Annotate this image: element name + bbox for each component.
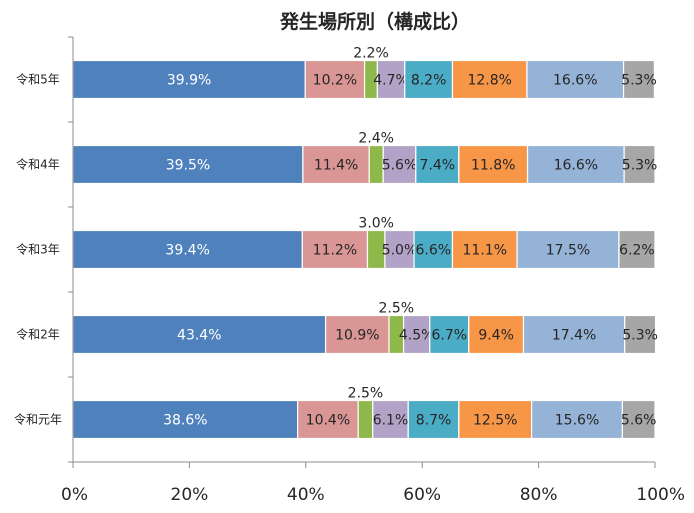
bar-segment: [372, 399, 409, 440]
data-label: 39.4%: [165, 243, 209, 259]
data-label: 8.7%: [416, 413, 452, 429]
bar-segment: [451, 229, 518, 270]
data-label: 12.8%: [467, 73, 511, 89]
bar-segment: [624, 314, 657, 355]
data-label: 4.7%: [373, 73, 409, 89]
data-label: 39.9%: [167, 73, 211, 89]
bar-segment: [304, 59, 366, 100]
bar-segment: [526, 59, 625, 100]
data-label: 5.3%: [621, 73, 657, 89]
data-label: 10.9%: [335, 328, 379, 344]
x-tick-label: 40%: [287, 485, 325, 505]
data-label: 39.5%: [166, 158, 210, 174]
data-label: 43.4%: [177, 328, 221, 344]
bar-segment: [382, 144, 417, 185]
bar-segment: [451, 59, 528, 100]
bar-segment: [621, 399, 656, 440]
bar-segment: [297, 399, 359, 440]
data-label: 10.4%: [306, 413, 350, 429]
bar-segment: [622, 59, 656, 100]
bars: 39.9% 10.2% 2.2% 4.7% 8.2% 12.8% 16.6% 5.3% 39.5…: [72, 46, 658, 440]
data-label: 16.6%: [553, 73, 597, 89]
data-label: 6.2%: [619, 243, 655, 259]
bar-segment: [522, 314, 626, 355]
data-label: 6.1%: [373, 413, 409, 429]
data-label: 6.7%: [431, 328, 467, 344]
chart-title: 発生場所別（構成比）: [279, 10, 470, 33]
bar-segment: [618, 229, 656, 270]
data-label: 5.0%: [382, 243, 418, 259]
data-label: 5.6%: [382, 158, 418, 174]
data-label: 11.8%: [471, 158, 515, 174]
category-label: 令和2年: [16, 327, 60, 342]
data-label: 38.6%: [163, 413, 207, 429]
data-label: 5.3%: [622, 158, 658, 174]
bar-segment: [72, 59, 306, 100]
x-axis-ticks: 0% 20% 40% 60% 80% 100%: [61, 462, 685, 505]
x-tick-label: 80%: [520, 485, 558, 505]
data-label: 3.0%: [358, 216, 394, 232]
x-tick-label: 0%: [61, 485, 88, 505]
x-tick-label: 60%: [403, 485, 441, 505]
data-label: 8.2%: [411, 73, 447, 89]
x-tick-label: 100%: [636, 485, 685, 505]
bar-segment: [384, 229, 415, 270]
data-label: 10.2%: [313, 73, 357, 89]
data-label: 7.4%: [420, 158, 456, 174]
data-label: 5.6%: [621, 413, 657, 429]
data-label: 5.3%: [622, 328, 658, 344]
bar-segment: [413, 229, 454, 270]
bar-segment: [458, 399, 533, 440]
bar-segment: [623, 144, 656, 185]
x-tick-label: 20%: [171, 485, 209, 505]
category-label: 令和元年: [14, 412, 62, 427]
data-label: 12.5%: [473, 413, 517, 429]
bar-segment: [72, 399, 299, 440]
bar-segment: [376, 59, 406, 100]
data-label: 15.6%: [555, 413, 599, 429]
data-label: 2.2%: [353, 46, 389, 62]
data-label: 6.6%: [415, 243, 451, 259]
category-label: 令和5年: [16, 72, 60, 87]
bar-segment: [357, 399, 374, 440]
data-label: 2.5%: [348, 386, 384, 402]
axes: [68, 36, 655, 463]
data-label: 4.5%: [399, 328, 435, 344]
data-label: 9.4%: [478, 328, 514, 344]
data-label: 2.4%: [358, 131, 394, 147]
bar-segment: [458, 144, 529, 185]
data-label: 16.6%: [554, 158, 598, 174]
bar-segment: [526, 144, 625, 185]
bar-segment: [402, 314, 431, 355]
category-label: 令和4年: [16, 157, 60, 172]
data-label: 17.5%: [546, 243, 590, 259]
data-label: 11.1%: [463, 243, 507, 259]
bar-segment: [302, 144, 370, 185]
data-label: 11.4%: [314, 158, 358, 174]
bar-segment: [415, 144, 460, 185]
bar-segment: [407, 399, 460, 440]
category-label: 令和3年: [16, 242, 60, 257]
data-label: 11.2%: [313, 243, 357, 259]
data-label: 17.4%: [552, 328, 596, 344]
data-label: 2.5%: [379, 301, 415, 317]
bar-segment: [324, 314, 390, 355]
bar-segment: [468, 314, 525, 355]
bar-segment: [404, 59, 454, 100]
